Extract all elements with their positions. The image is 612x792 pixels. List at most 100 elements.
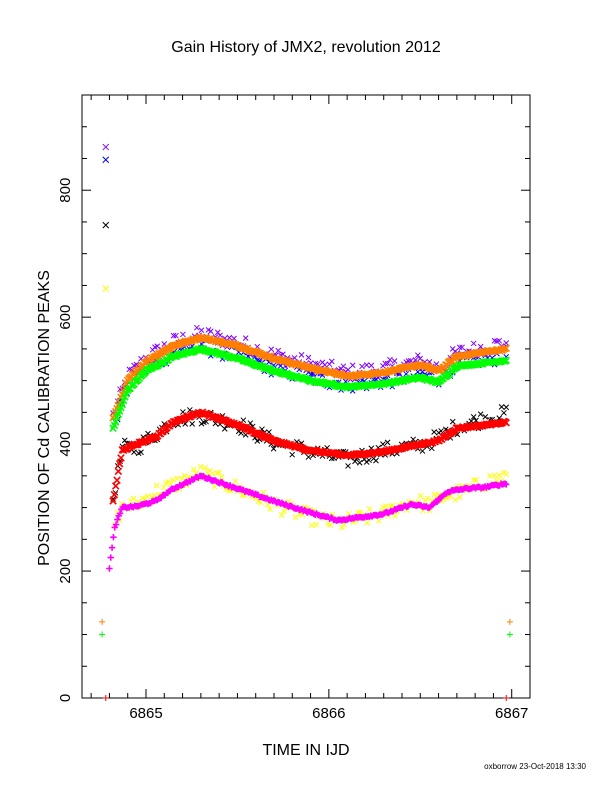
- data-point: [114, 516, 121, 523]
- data-point: [117, 454, 125, 462]
- outlier-point: [506, 618, 513, 625]
- data-point: [452, 497, 459, 503]
- y-tick-label: 400: [57, 432, 74, 457]
- data-point: [503, 471, 510, 478]
- data-point: [239, 492, 246, 499]
- data-point: [419, 448, 426, 454]
- data-point: [238, 430, 244, 436]
- data-point: [298, 352, 305, 358]
- data-point: [456, 344, 463, 351]
- data-point: [368, 362, 375, 369]
- data-point: [131, 449, 137, 455]
- data-point: [154, 343, 161, 350]
- data-point: [482, 414, 489, 420]
- data-point: [106, 565, 113, 572]
- data-point: [280, 351, 286, 358]
- x-tick-label: 6867: [495, 705, 528, 722]
- data-point: [232, 478, 239, 484]
- data-point: [180, 409, 186, 415]
- data-point: [470, 477, 477, 483]
- data-point: [221, 426, 228, 432]
- y-tick-label: 600: [57, 305, 74, 330]
- data-point: [498, 403, 505, 410]
- data-point: [179, 475, 185, 482]
- data-point: [384, 360, 391, 367]
- data-point: [382, 360, 389, 367]
- data-point: [366, 506, 373, 512]
- outlier-point: [102, 143, 110, 151]
- data-point: [359, 363, 365, 370]
- data-point: [111, 417, 120, 426]
- data-point: [477, 343, 484, 350]
- data-point: [216, 469, 222, 476]
- data-point: [321, 362, 328, 368]
- data-point: [417, 355, 424, 362]
- data-point: [328, 358, 335, 365]
- data-point: [363, 362, 370, 368]
- outlier-point: [506, 631, 513, 638]
- data-point: [308, 522, 315, 529]
- data-point: [110, 533, 117, 541]
- data-point: [203, 418, 209, 425]
- data-point: [503, 481, 510, 488]
- series-4: [109, 408, 510, 505]
- chart-title: Gain History of JMX2, revolution 2012: [171, 39, 441, 56]
- data-point: [373, 457, 379, 464]
- data-point: [376, 518, 382, 524]
- series-0: [109, 333, 510, 422]
- x-tick-label: 6866: [312, 705, 345, 722]
- outlier-point: [503, 695, 510, 701]
- data-point: [133, 361, 140, 368]
- data-point: [470, 414, 477, 420]
- data-point: [189, 421, 196, 427]
- data-point: [209, 470, 216, 477]
- data-point: [169, 477, 176, 483]
- data-point: [267, 506, 273, 512]
- y-axis-label: POSITION OF Cd CALIBRATION PEAKS: [36, 270, 53, 566]
- data-point: [345, 366, 351, 373]
- series-6: [106, 472, 510, 572]
- data-point: [438, 428, 444, 434]
- data-point: [173, 332, 179, 339]
- data-point: [501, 409, 507, 416]
- data-point: [110, 490, 119, 499]
- data-point: [391, 358, 398, 364]
- data-point: [270, 445, 277, 452]
- data-point: [392, 513, 398, 519]
- data-point: [327, 522, 334, 528]
- data-point: [424, 495, 431, 502]
- data-point: [468, 418, 475, 424]
- data-point: [226, 334, 233, 341]
- data-point: [431, 429, 437, 435]
- data-point: [502, 419, 510, 427]
- footer-timestamp: oxborrow 23-Oct-2018 13:30: [484, 762, 586, 771]
- y-tick-label: 200: [57, 559, 74, 584]
- data-point: [275, 347, 282, 354]
- data-point: [190, 466, 197, 473]
- data-point: [502, 356, 510, 365]
- data-point: [289, 451, 296, 458]
- data-point: [349, 362, 356, 369]
- data-point: [384, 439, 391, 446]
- data-point: [491, 472, 498, 479]
- data-point: [231, 335, 237, 342]
- data-point: [470, 340, 477, 347]
- data-point: [268, 346, 275, 353]
- data-point: [473, 477, 479, 483]
- data-point: [218, 474, 225, 481]
- data-point: [457, 494, 463, 500]
- data-point: [449, 418, 456, 425]
- data-point: [352, 458, 358, 465]
- data-point: [217, 332, 223, 339]
- outlier-point: [102, 285, 110, 292]
- data-point: [414, 352, 421, 359]
- plot-frame: [81, 94, 531, 699]
- outlier-point: [99, 631, 106, 638]
- data-point: [487, 472, 493, 479]
- data-point: [501, 344, 509, 353]
- data-point: [257, 499, 264, 506]
- data-point: [181, 472, 188, 479]
- data-point: [412, 357, 419, 363]
- data-point: [193, 324, 200, 331]
